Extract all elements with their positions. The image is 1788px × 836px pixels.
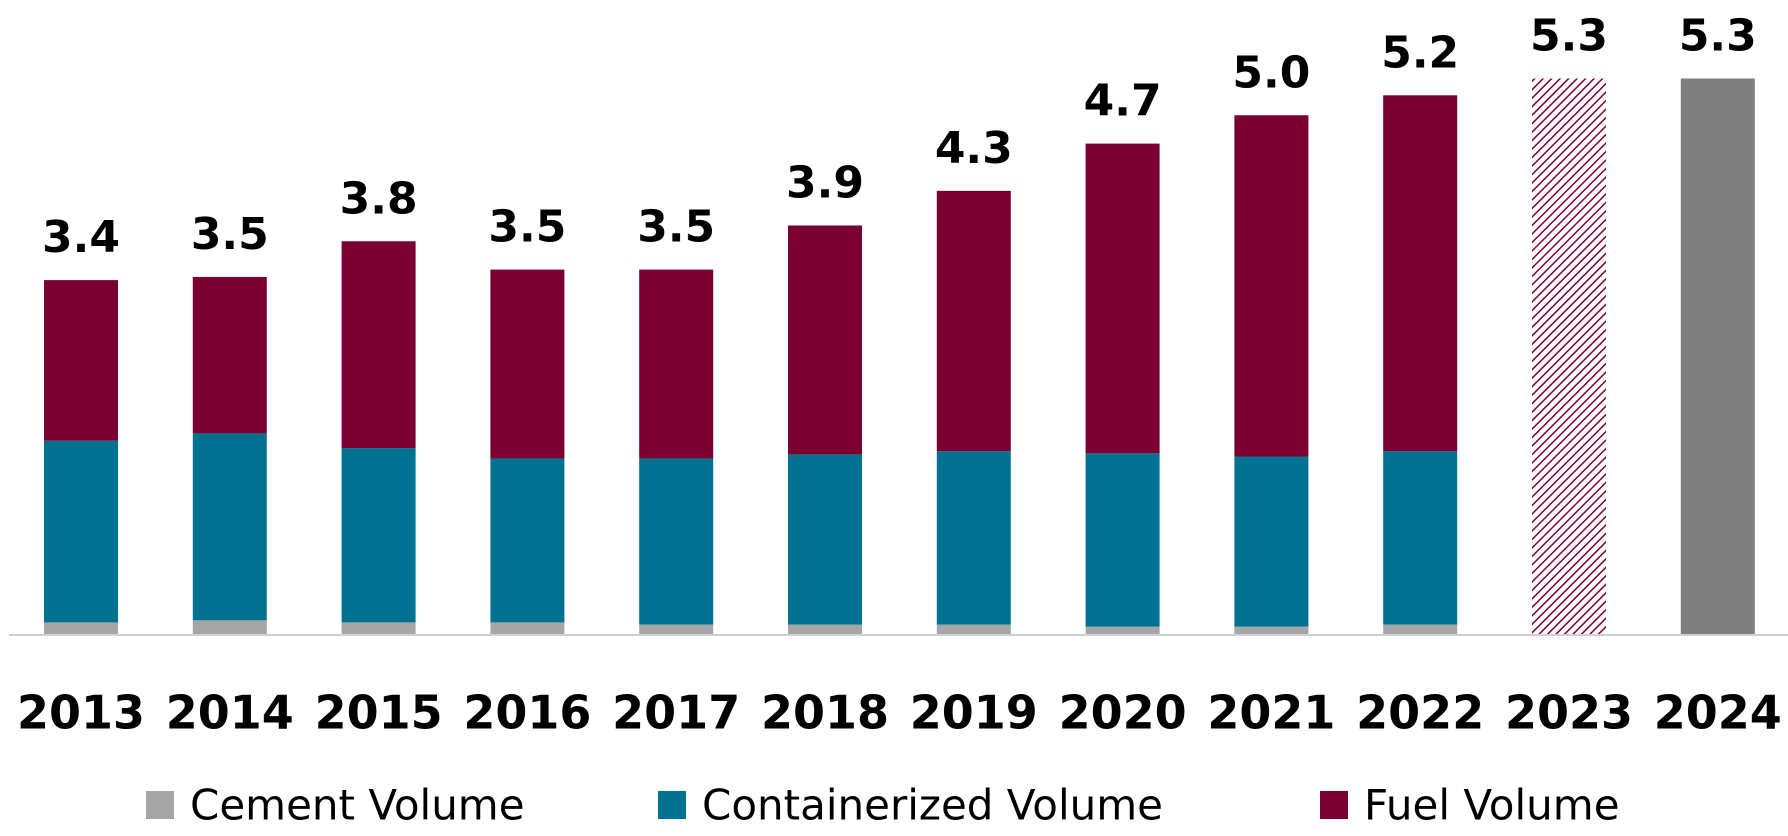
bar-segment [639, 269, 714, 459]
bar-segment [192, 620, 267, 635]
x-tick-label: 2013 [17, 686, 145, 740]
value-label: 3.4 [42, 212, 120, 263]
x-tick-label: 2014 [166, 686, 294, 740]
total-bar [1680, 78, 1755, 635]
x-tick-label: 2016 [463, 686, 591, 740]
bar-segment [788, 225, 862, 455]
x-tick-label: 2024 [1654, 686, 1782, 740]
bar-segment [44, 440, 118, 623]
x-tick-label: 2021 [1207, 686, 1335, 740]
bar-segment [341, 241, 416, 449]
value-label: 3.5 [191, 209, 269, 260]
legend-label: Fuel Volume [1364, 781, 1620, 830]
legend-swatch [658, 791, 686, 819]
bar-segment [936, 624, 1011, 635]
bar-segment [936, 451, 1011, 625]
bar-segment [490, 458, 565, 623]
legend-label: Containerized Volume [702, 781, 1163, 830]
bar-segment [1085, 453, 1160, 627]
total-bar [1532, 78, 1606, 635]
value-label: 4.7 [1084, 76, 1162, 127]
bar-segment [1234, 456, 1309, 627]
value-label: 3.9 [786, 158, 864, 209]
bar-segment [788, 624, 862, 635]
bar-segment [1085, 626, 1160, 635]
bar-segment [1234, 115, 1309, 457]
bar-segment [1234, 626, 1309, 635]
bar-segment [788, 454, 862, 625]
value-label: 5.2 [1381, 27, 1459, 78]
legend-label: Cement Volume [190, 781, 525, 830]
x-tick-label: 2017 [612, 686, 740, 740]
legend-swatch [1320, 791, 1348, 819]
bar-segment [192, 433, 267, 621]
x-tick-label: 2020 [1059, 686, 1187, 740]
bar-segment [341, 448, 416, 623]
bar-segment [44, 622, 118, 635]
x-tick-label: 2023 [1505, 686, 1633, 740]
bar-segment [44, 280, 118, 441]
bar-segment [490, 269, 565, 459]
legend-swatch [146, 791, 174, 819]
bar-segment [639, 624, 714, 635]
bar-segment [1383, 451, 1458, 625]
x-tick-label: 2022 [1356, 686, 1484, 740]
x-tick-label: 2019 [910, 686, 1038, 740]
bar-segment [1085, 143, 1160, 454]
value-label: 5.0 [1232, 47, 1310, 98]
value-label: 3.5 [488, 202, 566, 253]
bar-segment [341, 622, 416, 635]
value-label: 3.5 [637, 202, 715, 253]
value-label: 4.3 [935, 123, 1013, 174]
bar-segment [192, 276, 267, 434]
bar-segment [1383, 624, 1458, 635]
bar-segment [490, 622, 565, 635]
value-label: 5.3 [1679, 11, 1757, 62]
value-label: 3.8 [340, 173, 418, 224]
bar-segment [639, 458, 714, 625]
x-tick-label: 2018 [761, 686, 889, 740]
x-tick-label: 2015 [315, 686, 443, 740]
bar-segment [1383, 95, 1458, 452]
bar-segment [936, 190, 1011, 452]
value-label: 5.3 [1530, 11, 1608, 62]
